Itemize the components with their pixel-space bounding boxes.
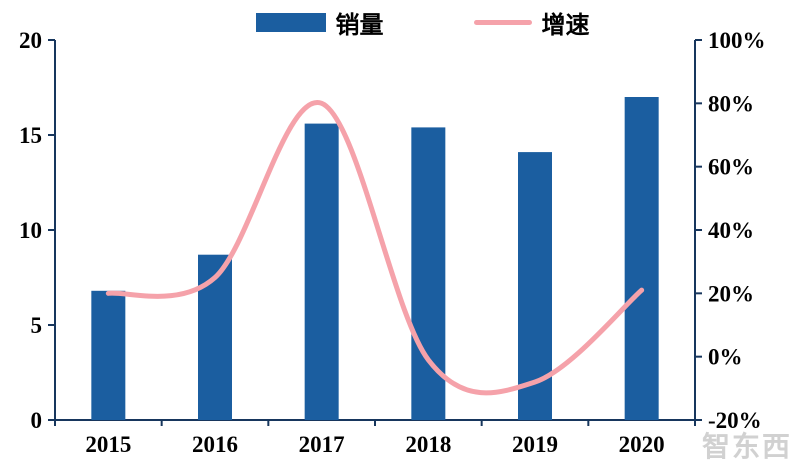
left-axis-label: 0 (31, 408, 43, 433)
x-axis-label: 2018 (405, 432, 451, 457)
bar-2020 (624, 97, 659, 420)
x-axis-label: 2019 (512, 432, 558, 457)
legend-label-growth: 增速 (541, 13, 590, 39)
right-axis-label: 40% (708, 218, 754, 243)
right-axis-label: 0% (708, 345, 743, 370)
legend-item-growth: 增速 (473, 5, 590, 40)
right-axis-label: -20% (708, 408, 762, 433)
legend-marker-growth-swatch (473, 20, 532, 25)
left-axis-label: 5 (31, 313, 43, 338)
left-axis-label: 15 (19, 123, 42, 148)
legend-item-sales: 销量 (255, 5, 384, 40)
x-axis-label: 2017 (299, 432, 345, 457)
right-axis-label: 60% (708, 155, 754, 180)
left-axis-label: 10 (19, 218, 42, 243)
legend-label-sales: 销量 (335, 13, 384, 39)
bar-2016 (198, 254, 232, 420)
growth-line (105, 100, 645, 396)
legend: 销量 增速 (0, 5, 800, 40)
left-axis-label: 20 (19, 28, 42, 53)
bar-2015 (91, 290, 126, 420)
right-axis-label: 80% (708, 91, 754, 116)
x-axis-label: 2015 (85, 432, 131, 457)
watermark: 智东西 (701, 432, 792, 463)
right-axis-label: 100% (708, 28, 766, 53)
right-axis-label: 20% (708, 281, 754, 306)
legend-marker-sales-swatch (255, 13, 326, 32)
x-axis-label: 2020 (619, 432, 665, 457)
x-axis-label: 2016 (192, 432, 238, 457)
bar-2017 (304, 123, 339, 420)
